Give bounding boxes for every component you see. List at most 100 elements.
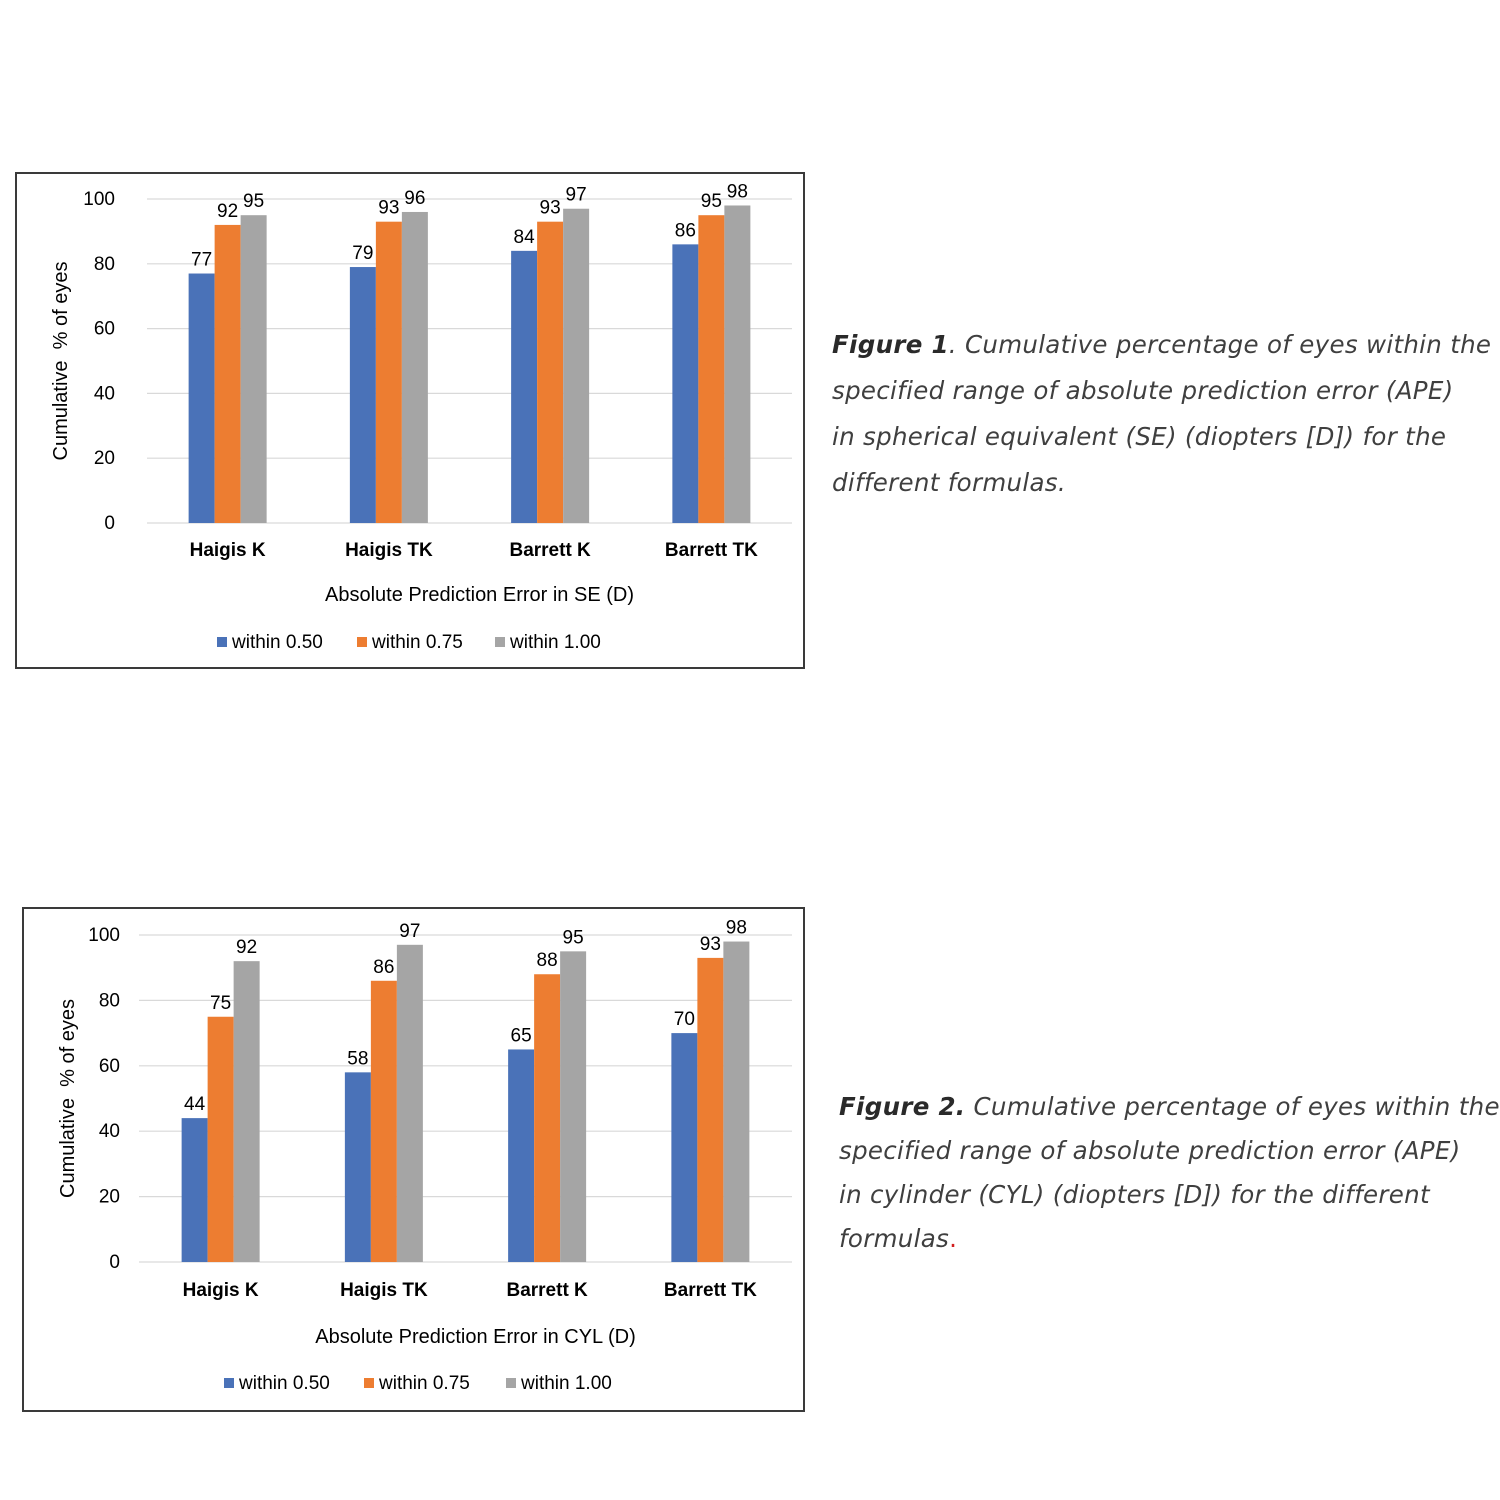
data-label: 93 (540, 198, 561, 219)
bar-within-1-00 (401, 211, 428, 523)
figure-2-svg: 0 20 40 60 80 100 Cumulative % of eyes 44 75 92 Ha… (57, 918, 792, 1394)
data-label: 70 (674, 1009, 695, 1030)
x-axis-label: Absolute Prediction Error in SE (D) (325, 584, 634, 606)
bar-within-0-75 (698, 215, 725, 523)
bar-within-0-50 (188, 273, 215, 523)
caption-line-1: Figure 1. Cumulative percentage of eyes … (832, 322, 1500, 368)
figure-1-svg: 0 20 40 60 80 100 Cumulative % of eyes 77 92 95 Ha… (50, 181, 792, 653)
figure-2-caption: Figure 2. Cumulative percentage of eyes … (839, 1085, 1500, 1261)
legend-swatch (495, 637, 505, 647)
x-tick-label: Barrett TK (665, 540, 758, 561)
bar-within-0-75 (207, 1016, 234, 1262)
bar-within-1-00 (560, 951, 587, 1262)
y-tick-label: 40 (99, 1121, 120, 1142)
y-tick-label: 0 (104, 513, 115, 534)
y-tick-label: 80 (99, 990, 120, 1011)
x-tick-label: Haigis K (190, 540, 266, 561)
legend-label: within 1.00 (520, 1373, 612, 1394)
bar-within-0-75 (375, 221, 402, 523)
legend: within 0.50 within 0.75 within 1.00 (217, 632, 601, 653)
legend-swatch (364, 1378, 374, 1388)
data-label: 98 (726, 918, 747, 939)
legend: within 0.50 within 0.75 within 1.00 (224, 1373, 612, 1394)
y-axis-label: Cumulative % of eyes (57, 999, 79, 1198)
legend-swatch (217, 637, 227, 647)
legend-swatch (506, 1378, 516, 1388)
bar-within-0-75 (537, 221, 564, 523)
caption-line-3: in spherical equivalent (SE) (diopters [… (832, 422, 1447, 451)
y-tick-label: 60 (94, 319, 115, 340)
caption-lead: Figure 2. (839, 1092, 966, 1121)
legend-label: within 0.75 (378, 1373, 470, 1394)
bar-within-0-50 (511, 250, 538, 523)
y-tick-label: 40 (94, 383, 115, 404)
caption-line-4: formulas. (839, 1217, 1499, 1261)
y-tick-label: 100 (88, 925, 120, 946)
caption-line-1: Figure 2. Cumulative percentage of eyes … (839, 1085, 1500, 1129)
data-label: 97 (399, 921, 420, 942)
data-label: 77 (191, 250, 212, 271)
x-tick-label: Haigis K (183, 1280, 259, 1301)
data-label: 75 (210, 993, 231, 1014)
data-label: 65 (511, 1025, 532, 1046)
legend-label: within 0.75 (371, 632, 463, 653)
x-tick-label: Barrett TK (664, 1280, 757, 1301)
caption-line-2: specified range of absolute prediction e… (839, 1136, 1461, 1165)
bar-within-0-50 (672, 244, 699, 524)
data-label: 92 (217, 201, 238, 222)
data-label: 86 (373, 957, 394, 978)
caption-period: . (949, 1224, 958, 1253)
caption-line-4: different formulas. (832, 468, 1066, 497)
y-tick-label: 100 (83, 189, 115, 210)
bar-within-0-50 (344, 1072, 371, 1262)
data-label: 93 (378, 198, 399, 219)
category-group: 77 92 95 (188, 191, 267, 524)
figure-2-chart: 0 20 40 60 80 100 Cumulative % of eyes 44 75 92 Ha… (22, 907, 805, 1412)
caption-text: Cumulative percentage of eyes within the (965, 1092, 1500, 1121)
data-label: 92 (236, 937, 257, 958)
legend-swatch (224, 1378, 234, 1388)
y-tick-label: 20 (99, 1187, 120, 1208)
bar-within-0-50 (508, 1049, 535, 1262)
data-label: 95 (563, 927, 584, 948)
legend-label: within 0.50 (238, 1373, 330, 1394)
legend-label: within 0.50 (231, 632, 323, 653)
caption-text: formulas (839, 1224, 950, 1253)
bar-within-0-50 (349, 267, 376, 523)
bar-within-1-00 (396, 944, 423, 1262)
category-group: 44 75 92 (181, 937, 260, 1262)
x-tick-label: Haigis TK (340, 1280, 428, 1301)
data-label: 88 (537, 950, 558, 971)
caption-line-2: specified range of absolute prediction e… (832, 376, 1454, 405)
data-label: 84 (514, 227, 536, 248)
caption-lead: Figure 1 (832, 330, 949, 359)
data-label: 96 (404, 188, 425, 209)
x-tick-label: Haigis TK (345, 540, 433, 561)
bar-within-1-00 (563, 208, 590, 523)
category-group: 79 93 96 (349, 188, 428, 523)
bar-within-0-75 (214, 224, 241, 524)
caption-line-3: in cylinder (CYL) (diopters [D]) for the… (839, 1180, 1430, 1209)
legend-swatch (357, 637, 367, 647)
data-label: 95 (243, 191, 264, 212)
bar-within-0-50 (671, 1033, 698, 1262)
y-axis-label: Cumulative % of eyes (50, 262, 72, 461)
x-axis-label: Absolute Prediction Error in CYL (D) (315, 1326, 636, 1348)
y-tick-label: 0 (109, 1252, 120, 1273)
y-tick-label: 20 (94, 448, 115, 469)
y-tick-label: 80 (94, 254, 115, 275)
data-label: 58 (347, 1048, 368, 1069)
data-label: 93 (700, 934, 721, 955)
data-label: 79 (352, 243, 373, 264)
caption-text: . Cumulative percentage of eyes within t… (948, 330, 1492, 359)
bar-within-0-75 (697, 957, 724, 1262)
data-label: 86 (675, 220, 696, 241)
figure-1-chart: 0 20 40 60 80 100 Cumulative % of eyes 77 92 95 Ha… (15, 172, 805, 669)
data-label: 98 (727, 181, 748, 202)
legend-label: within 1.00 (509, 632, 601, 653)
bar-within-1-00 (240, 215, 267, 523)
